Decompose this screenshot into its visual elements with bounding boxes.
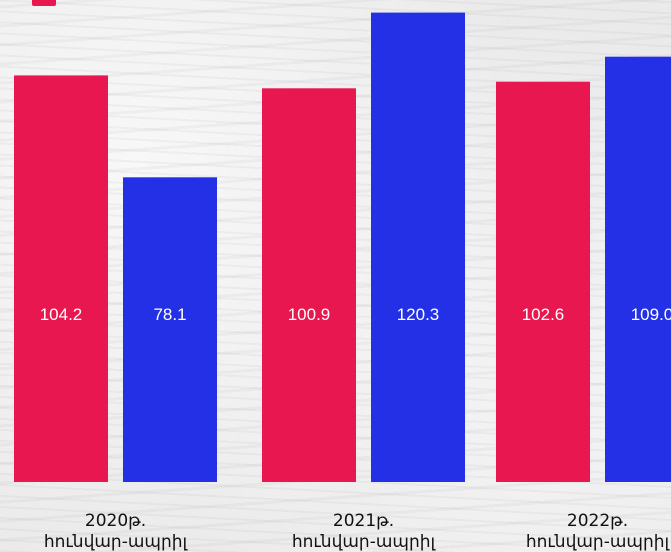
- bar-series-2-0: [123, 177, 217, 483]
- bar-series-1-2: [496, 81, 590, 482]
- bar-series-2-1: [371, 12, 465, 482]
- legend-swatch-series-1: [32, 0, 56, 6]
- bar-series-1-0: [14, 75, 108, 483]
- category-label-0-line-2: հունվար-ապրիլ: [44, 532, 189, 552]
- category-label-0-line-1: 2020թ.: [85, 511, 146, 531]
- category-label-2-line-1: 2022թ.: [567, 511, 628, 531]
- category-label-1-line-1: 2021թ.: [333, 511, 394, 531]
- category-label-2-line-2: հունվար-ապրիլ: [526, 532, 671, 552]
- data-label-series-2-1: 120.3: [397, 305, 440, 324]
- data-label-series-1-2: 102.6: [522, 305, 565, 324]
- data-label-series-1-0: 104.2: [40, 305, 83, 324]
- data-label-series-1-1: 100.9: [288, 305, 331, 324]
- bar-series-1-1: [262, 88, 356, 483]
- category-label-1-line-2: հունվար-ապրիլ: [292, 532, 437, 552]
- data-label-series-2-2: 109.0: [631, 305, 671, 324]
- data-label-series-2-0: 78.1: [153, 305, 186, 324]
- bar-series-2-2: [605, 56, 671, 482]
